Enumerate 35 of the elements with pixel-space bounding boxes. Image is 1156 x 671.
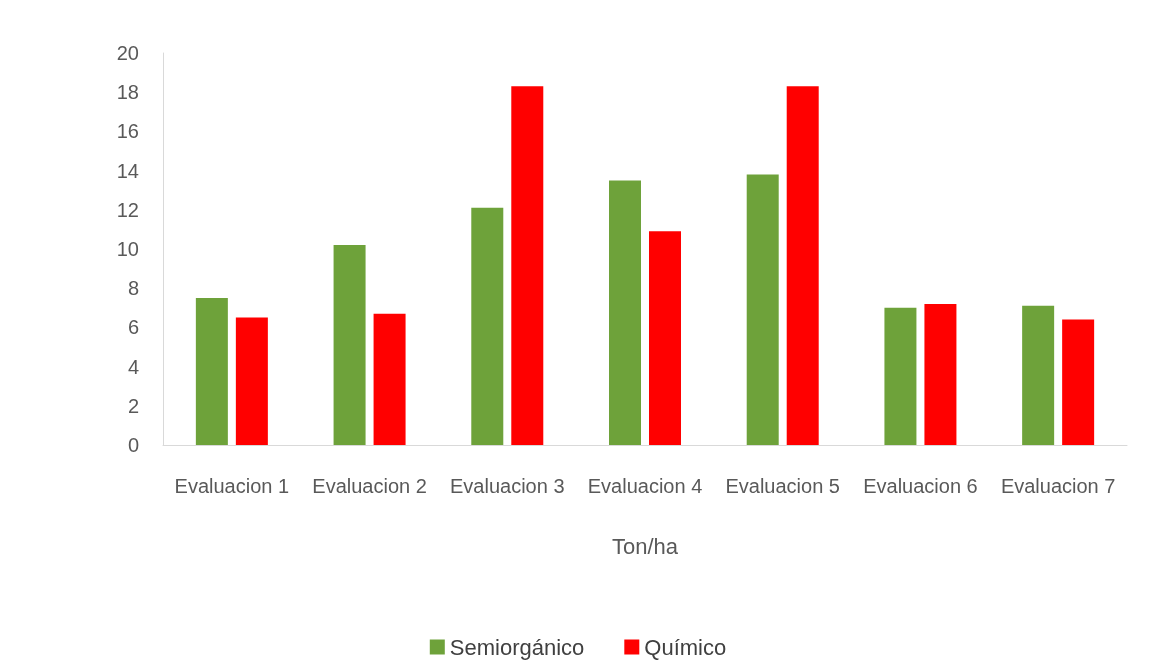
x-tick-label: Evaluacion 1 <box>174 475 290 497</box>
bar <box>373 313 406 445</box>
legend-label: Semiorgánico <box>449 634 585 660</box>
bar <box>884 307 917 445</box>
x-tick-label: Evaluacion 6 <box>863 475 978 497</box>
bar <box>333 245 366 445</box>
bar <box>235 317 268 445</box>
bar <box>511 86 544 445</box>
y-tick-label: 20 <box>116 42 139 64</box>
bar <box>195 298 228 445</box>
y-tick-label: 0 <box>127 434 139 456</box>
bar <box>1022 305 1055 445</box>
bar <box>609 180 641 445</box>
x-tick-label: Evaluacion 2 <box>312 475 427 497</box>
y-tick-label: 18 <box>116 81 139 104</box>
bar <box>649 231 681 445</box>
bar <box>924 303 957 445</box>
y-tick-label: 16 <box>116 120 139 143</box>
y-tick-label: 6 <box>127 316 139 339</box>
y-tick-label: 2 <box>127 394 139 417</box>
bar <box>1062 319 1095 445</box>
x-axis-title: Ton/ha <box>611 533 679 559</box>
legend-label: Químico <box>644 634 727 660</box>
y-tick-label: 12 <box>116 198 139 221</box>
x-tick-label: Evaluacion 3 <box>450 475 565 497</box>
bar <box>471 207 504 445</box>
y-tick-label: 10 <box>116 238 139 260</box>
x-tick-label: Evaluacion 5 <box>725 475 840 497</box>
x-tick-label: Evaluacion 4 <box>587 475 703 497</box>
y-tick-label: 4 <box>127 355 139 378</box>
bar <box>746 174 779 445</box>
y-tick-label: 8 <box>127 277 139 300</box>
y-tick-label: 14 <box>116 159 139 182</box>
x-tick-label: Evaluacion 7 <box>1000 475 1116 497</box>
bar <box>786 86 819 445</box>
